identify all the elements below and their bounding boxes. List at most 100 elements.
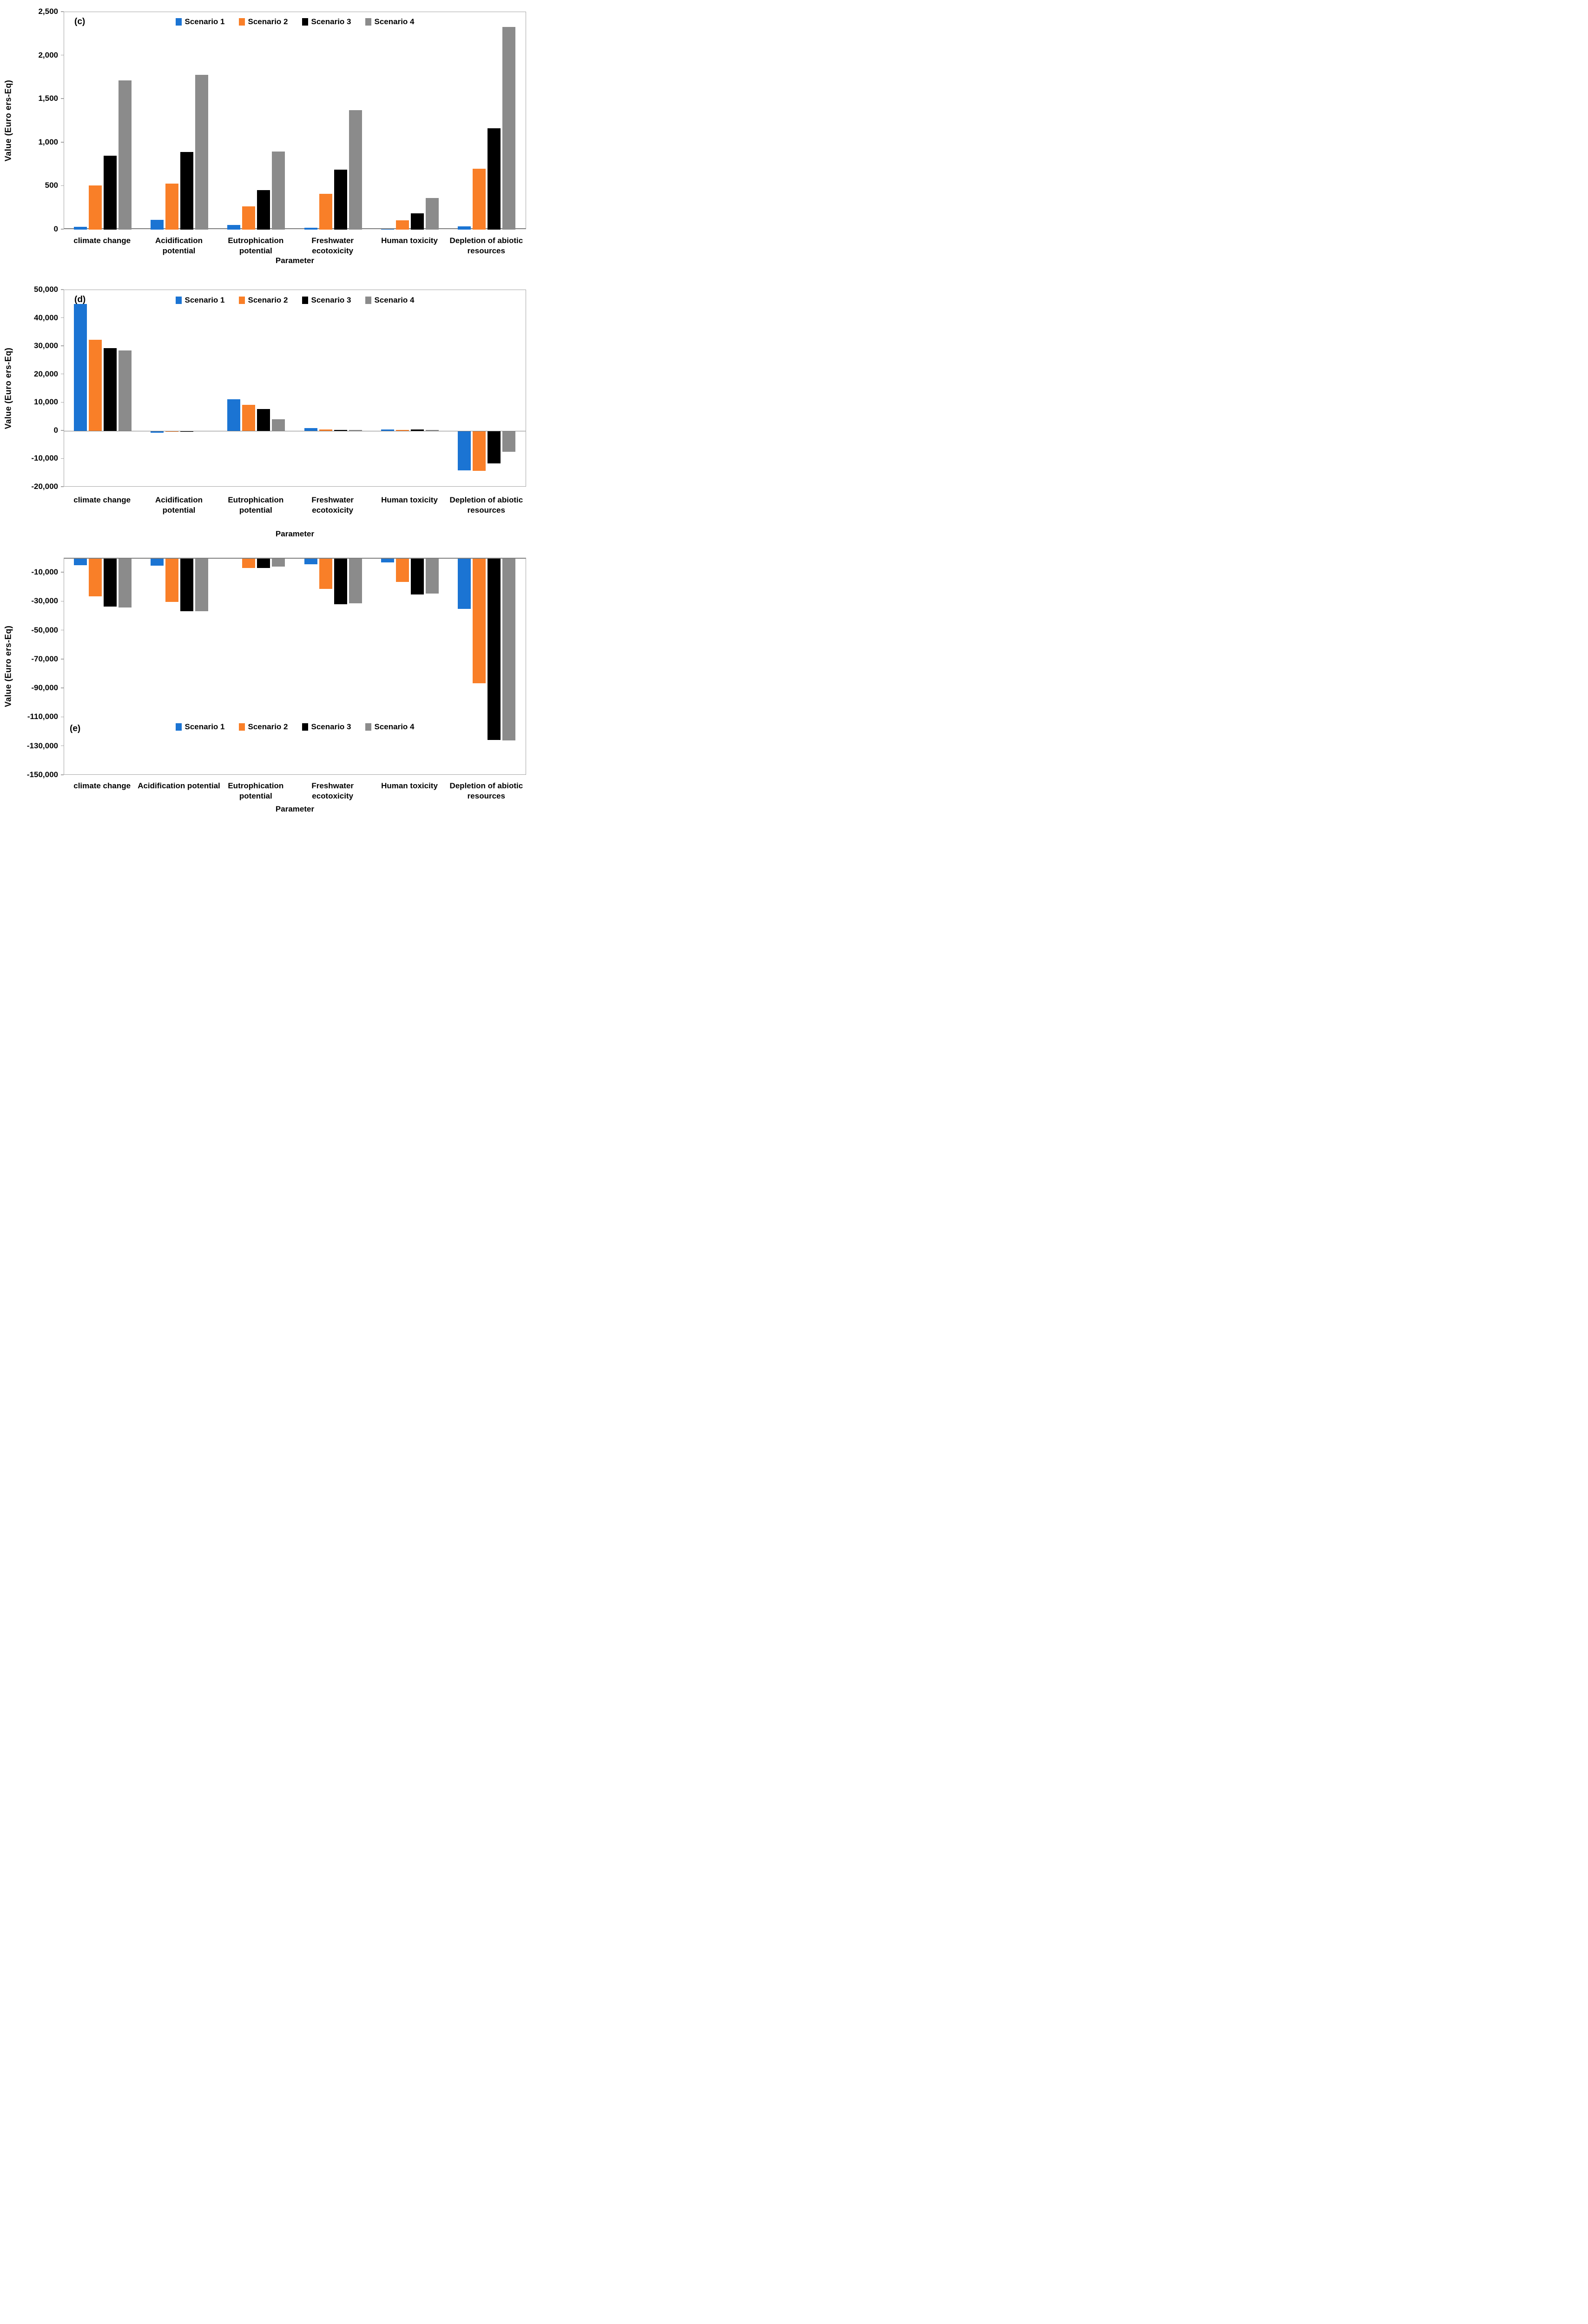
- y-tick-mark: [61, 774, 64, 775]
- y-tick-label: -30,000: [31, 596, 58, 606]
- x-category-label: Human toxicity: [381, 781, 438, 790]
- legend-item-scenario-2: Scenario 2: [238, 722, 288, 732]
- y-tick-mark: [61, 142, 64, 143]
- bar-e-s3-eutrophication-potential: [257, 559, 270, 568]
- panel-letter-c: (c): [74, 17, 86, 26]
- y-tick-mark: [61, 687, 64, 688]
- bar-c-s4-eutrophication-potential: [272, 151, 285, 230]
- y-tick-label: 0: [53, 425, 58, 435]
- y-tick-label: 30,000: [34, 341, 58, 350]
- legend-label: Scenario 3: [311, 17, 351, 26]
- plot-area-d: (d) Scenario 1 Scenario 2 Scenario 3 Scenar…: [64, 290, 526, 487]
- chart-panel-d: Value (Euro ers-Eq) (d) Scenario 1 Scenar…: [0, 272, 529, 544]
- chart-panel-c: Value (Euro ers-Eq) (c) Scenario 1 Scenar…: [0, 0, 529, 272]
- bar-e-s2-acidification-potential: [165, 559, 178, 602]
- legend-item-scenario-4: Scenario 4: [365, 17, 415, 26]
- y-tick-label: -150,000: [26, 770, 58, 779]
- y-tick-mark: [61, 317, 64, 318]
- bar-e-s3-depletion-of-abiotic-resources: [488, 559, 501, 740]
- panel-letter-d: (d): [74, 295, 86, 304]
- legend-swatch-icon: [302, 297, 308, 304]
- bar-d-s2-human-toxicity: [396, 429, 409, 431]
- legend-swatch-icon: [238, 297, 245, 304]
- bar-c-s4-acidification-potential: [195, 74, 208, 230]
- bar-e-s4-climate-change: [118, 559, 132, 608]
- y-tick-label: -90,000: [31, 683, 58, 693]
- bar-d-s3-freshwater-ecotoxicity: [334, 430, 347, 431]
- legend-item-scenario-1: Scenario 1: [175, 722, 225, 732]
- y-tick-mark: [61, 185, 64, 186]
- y-tick-label: 20,000: [34, 369, 58, 378]
- legend-swatch-icon: [365, 18, 371, 26]
- legend-item-scenario-3: Scenario 3: [302, 296, 351, 305]
- legend-label: Scenario 1: [184, 17, 225, 26]
- bar-e-s3-human-toxicity: [411, 559, 424, 594]
- x-category-label: Eutrophication potential: [228, 781, 284, 800]
- y-tick-mark: [61, 486, 64, 487]
- bar-e-s2-human-toxicity: [396, 559, 409, 582]
- bar-d-s4-depletion-of-abiotic-resources: [502, 430, 516, 452]
- legend-swatch-icon: [238, 723, 245, 731]
- bar-e-s4-depletion-of-abiotic-resources: [502, 559, 516, 740]
- y-tick-mark: [61, 572, 64, 573]
- bar-e-s4-eutrophication-potential: [272, 559, 285, 567]
- legend-label: Scenario 2: [248, 722, 288, 731]
- legend-label: Scenario 2: [248, 296, 288, 304]
- y-axis-title-text: Value (Euro ers-Eq): [3, 79, 13, 161]
- y-tick-label: 10,000: [34, 397, 58, 407]
- y-tick-mark: [61, 402, 64, 403]
- y-tick-mark: [61, 54, 64, 56]
- bar-c-s3-eutrophication-potential: [257, 190, 270, 230]
- legend-c: Scenario 1 Scenario 2 Scenario 3 Scenario 4: [64, 17, 526, 26]
- bar-c-s3-freshwater-ecotoxicity: [334, 169, 347, 230]
- x-category-label: Acidification potential: [155, 236, 203, 255]
- bar-d-s4-freshwater-ecotoxicity: [349, 430, 362, 431]
- bar-d-s2-eutrophication-potential: [242, 405, 256, 431]
- x-category-label: Depletion of abiotic resources: [449, 495, 523, 515]
- bar-e-s4-acidification-potential: [195, 559, 208, 612]
- legend-swatch-icon: [302, 723, 308, 731]
- y-tick-mark: [61, 659, 64, 660]
- legend-item-scenario-2: Scenario 2: [238, 17, 288, 26]
- x-category-label: Depletion of abiotic resources: [449, 781, 523, 800]
- x-category-label: Freshwater ecotoxicity: [311, 236, 354, 255]
- x-axis-title-d: Parameter: [275, 529, 315, 538]
- bar-c-s2-eutrophication-potential: [242, 206, 256, 230]
- bar-e-s4-freshwater-ecotoxicity: [349, 559, 362, 603]
- y-tick-label: -20,000: [31, 482, 58, 491]
- bar-d-s4-climate-change: [118, 350, 132, 431]
- bar-d-s1-freshwater-ecotoxicity: [304, 428, 317, 431]
- y-tick-label: 1,500: [38, 94, 58, 103]
- bar-e-s3-freshwater-ecotoxicity: [334, 559, 347, 605]
- legend-swatch-icon: [175, 18, 182, 26]
- bar-e-s2-depletion-of-abiotic-resources: [473, 559, 486, 683]
- legend-label: Scenario 4: [374, 296, 415, 304]
- bar-e-s1-freshwater-ecotoxicity: [304, 559, 317, 564]
- bar-e-s4-human-toxicity: [426, 559, 439, 594]
- plot-area-c: (c) Scenario 1 Scenario 2 Scenario 3 Scenar…: [64, 12, 526, 230]
- y-tick-label: 0: [53, 224, 58, 233]
- bar-c-s1-depletion-of-abiotic-resources: [458, 226, 471, 230]
- legend-swatch-icon: [365, 723, 371, 731]
- y-tick-label: -10,000: [31, 454, 58, 463]
- y-tick-label: 50,000: [34, 285, 58, 294]
- x-category-label: Human toxicity: [381, 495, 438, 504]
- bar-c-s4-freshwater-ecotoxicity: [349, 110, 362, 230]
- bar-e-s1-acidification-potential: [151, 559, 164, 566]
- bar-c-s4-human-toxicity: [426, 198, 439, 230]
- bar-c-s1-human-toxicity: [381, 229, 394, 230]
- legend-label: Scenario 3: [311, 296, 351, 304]
- y-tick-label: 2,000: [38, 50, 58, 59]
- x-axis-title-c: Parameter: [275, 256, 315, 265]
- bar-d-s1-depletion-of-abiotic-resources: [458, 430, 471, 470]
- bar-c-s2-freshwater-ecotoxicity: [319, 194, 332, 230]
- bar-d-s3-eutrophication-potential: [257, 409, 270, 431]
- x-category-label: Freshwater ecotoxicity: [311, 495, 354, 515]
- bar-e-s1-climate-change: [73, 559, 87, 565]
- y-tick-label: 2,500: [38, 7, 58, 16]
- y-tick-mark: [61, 11, 64, 12]
- x-category-label: Acidification potential: [155, 495, 203, 515]
- legend-swatch-icon: [175, 297, 182, 304]
- y-tick-mark: [61, 289, 64, 290]
- bar-c-s2-acidification-potential: [165, 183, 178, 230]
